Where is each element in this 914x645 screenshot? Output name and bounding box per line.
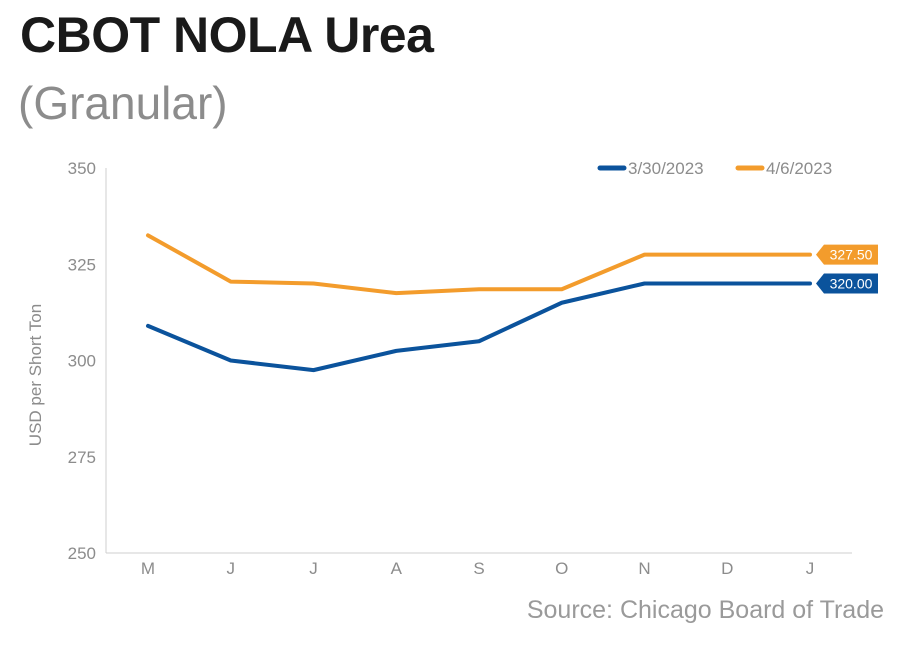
series-lines xyxy=(146,233,812,373)
series-line-2 xyxy=(146,233,812,296)
chart-subtitle: (Granular) xyxy=(18,77,228,129)
x-tick-label: M xyxy=(141,559,155,578)
x-tick-label: N xyxy=(638,559,650,578)
legend-label: 3/30/2023 xyxy=(628,159,704,178)
series-line-1 xyxy=(146,281,812,373)
x-tick-label: J xyxy=(309,559,318,578)
end-label-value: 320.00 xyxy=(830,276,873,292)
y-tick-label: 350 xyxy=(68,159,96,178)
y-tick-label: 325 xyxy=(68,255,96,274)
x-tick-label: A xyxy=(391,559,403,578)
end-labels: 320.00 327.50 xyxy=(816,244,878,294)
chart-title: CBOT NOLA Urea xyxy=(20,7,434,63)
y-tick-label: 275 xyxy=(68,448,96,467)
legend-label: 4/6/2023 xyxy=(766,159,832,178)
source-note: Source: Chicago Board of Trade xyxy=(526,596,884,624)
end-label-tag xyxy=(816,244,878,265)
y-tick-labels: 250 275 300 325 350 xyxy=(68,159,96,563)
y-axis-label: USD per Short Ton xyxy=(26,304,45,446)
x-tick-label: J xyxy=(806,559,815,578)
x-tick-label: D xyxy=(721,559,733,578)
y-tick-label: 300 xyxy=(68,352,96,371)
end-label-value: 327.50 xyxy=(830,247,873,263)
x-tick-label: S xyxy=(473,559,484,578)
x-tick-label: O xyxy=(555,559,568,578)
chart-axes xyxy=(105,168,852,554)
legend: 3/30/2023 4/6/2023 xyxy=(597,159,832,178)
y-tick-label: 250 xyxy=(68,544,96,563)
x-tick-label: J xyxy=(227,559,236,578)
end-label-tag xyxy=(816,273,878,294)
